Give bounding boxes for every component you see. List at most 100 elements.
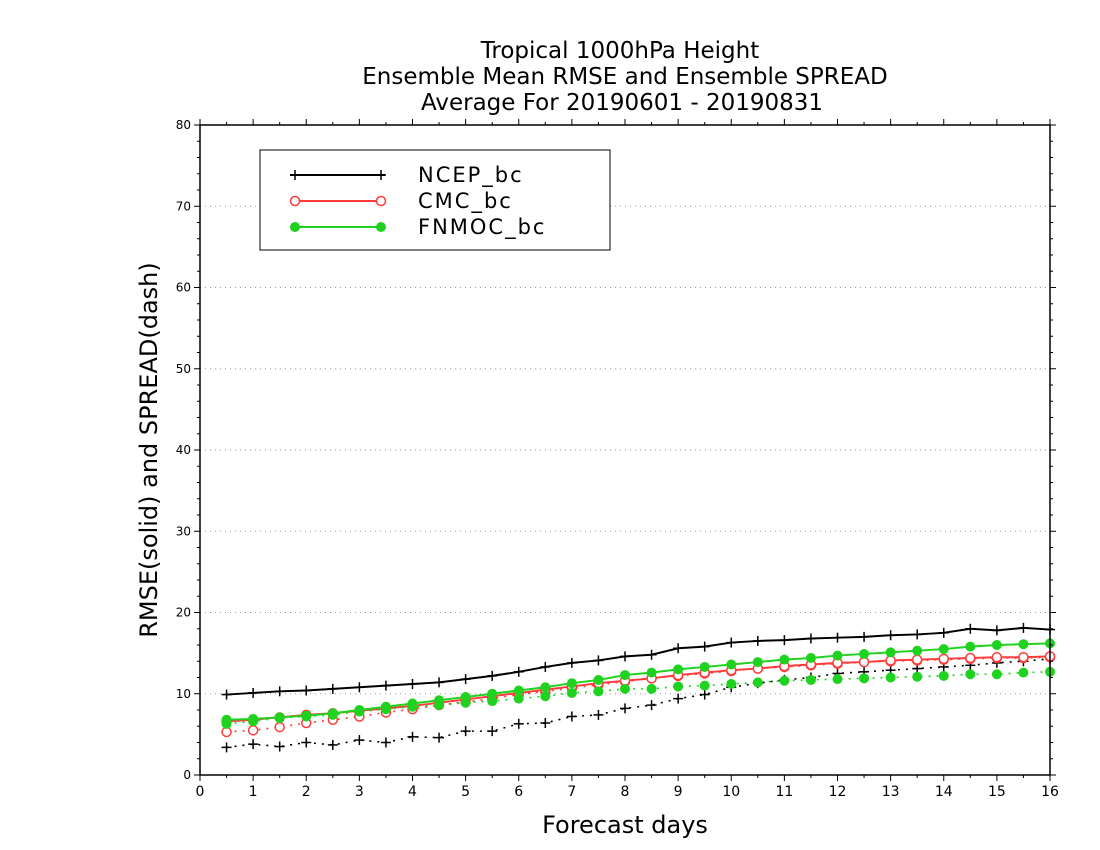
FNMOC_bc-rmse-point [779, 654, 790, 665]
y-tick-label: 40 [176, 443, 191, 457]
NCEP_bc-rmse-point [885, 630, 896, 641]
FNMOC_bc-spread-point [965, 669, 976, 680]
FNMOC_bc-spread-point [805, 674, 816, 685]
FNMOC_bc-rmse-point [248, 713, 259, 724]
NCEP_bc-rmse-point [327, 683, 338, 694]
NCEP_bc-rmse-line [226, 626, 1051, 696]
x-tick-label: 11 [775, 784, 793, 800]
FNMOC_bc-spread-point [566, 687, 577, 698]
x-tick-label: 6 [514, 784, 523, 800]
FNMOC_bc-spread-point [859, 673, 870, 684]
NCEP_bc-rmse-point [487, 670, 498, 681]
NCEP_bc-rmse-point [434, 677, 445, 688]
FNMOC_bc-rmse-point [752, 657, 763, 668]
NCEP_bc-rmse-point [593, 655, 604, 666]
y-tick-label: 0 [183, 768, 191, 782]
NCEP_bc-spread-point [540, 718, 551, 728]
NCEP_bc-spread-point [673, 693, 684, 704]
series-layer [221, 622, 1056, 753]
FNMOC_bc-spread-point [912, 671, 923, 682]
x-axis-ticks: 0 1 2 3 4 5 6 7 8 9 10 11 12 13 14 15 16 [196, 119, 1059, 800]
FNMOC_bc-spread-point [779, 675, 790, 686]
y-tick-label: 70 [176, 199, 191, 213]
NCEP_bc-rmse-point [805, 633, 816, 644]
NCEP_bc-rmse-point [752, 635, 763, 646]
NCEP_bc-spread-point [487, 726, 498, 737]
NCEP_bc-spread-point [354, 735, 365, 746]
FNMOC_bc-rmse-point [407, 698, 418, 709]
NCEP_bc-rmse-point [832, 632, 843, 643]
FNMOC_bc-rmse-point [513, 685, 524, 696]
y-tick-label: 80 [176, 118, 191, 132]
FNMOC_bc-rmse-point [354, 705, 365, 715]
x-tick-label: 5 [461, 784, 470, 800]
x-tick-label: 3 [355, 784, 364, 800]
NCEP_bc-rmse-point [221, 689, 232, 700]
legend-marker [290, 222, 300, 232]
x-tick-label: 15 [988, 784, 1006, 800]
CMC_bc-spread-line [226, 656, 1051, 733]
NCEP_bc-rmse-point [248, 687, 259, 698]
FNMOC_bc-rmse-point [593, 674, 604, 685]
x-tick-label: 12 [829, 784, 847, 800]
x-axis-label: Forecast days [542, 811, 708, 839]
FNMOC_bc-rmse-point [885, 647, 896, 658]
FNMOC_bc-spread-point [885, 672, 896, 683]
NCEP_bc-rmse-point [566, 657, 577, 668]
NCEP_bc-spread-point [380, 737, 391, 748]
series-NCEP_bc [221, 622, 1055, 753]
series-FNMOC_bc [221, 638, 1055, 729]
FNMOC_bc-rmse-point [487, 688, 498, 699]
FNMOC_bc-spread-point [832, 674, 843, 685]
FNMOC_bc-spread-point [673, 681, 684, 692]
NCEP_bc-spread-point [274, 741, 285, 752]
NCEP_bc-rmse-point [912, 629, 923, 640]
FNMOC_bc-spread-point [593, 686, 604, 697]
FNMOC_bc-rmse-point [566, 678, 577, 689]
y-tick-label: 20 [176, 606, 191, 620]
FNMOC_bc-rmse-point [327, 708, 338, 719]
legend-marker [376, 222, 386, 232]
NCEP_bc-rmse-point [274, 686, 285, 697]
NCEP_bc-spread-line [226, 658, 1051, 749]
NCEP_bc-rmse-point [938, 627, 949, 638]
FNMOC_bc-spread-point [752, 677, 763, 688]
FNMOC_bc-rmse-point [726, 659, 737, 670]
x-tick-label: 16 [1041, 784, 1059, 800]
legend-label: FNMOC_bc [418, 215, 546, 240]
grid-lines [200, 205, 1050, 695]
title-line-3: Average For 20190601 - 20190831 [421, 90, 823, 116]
chart-title: Tropical 1000hPa Height Ensemble Mean RM… [362, 38, 887, 116]
NCEP_bc-spread-point [327, 739, 338, 750]
CMC_bc-rmse-point [938, 653, 949, 665]
FNMOC_bc-rmse-point [646, 667, 657, 678]
legend-marker [375, 195, 387, 207]
NCEP_bc-rmse-point [673, 643, 684, 654]
NCEP_bc-spread-point [460, 726, 471, 737]
NCEP_bc-rmse-point [460, 674, 471, 685]
FNMOC_bc-spread-point [699, 680, 710, 691]
x-tick-label: 0 [196, 784, 205, 800]
x-tick-label: 2 [302, 784, 311, 800]
NCEP_bc-rmse-point [513, 666, 524, 677]
NCEP_bc-spread-point [301, 737, 312, 748]
NCEP_bc-spread-point [593, 709, 604, 720]
y-axis-ticks: 0 10 20 30 40 50 60 70 80 [176, 118, 1056, 782]
x-tick-label: 4 [408, 784, 417, 800]
FNMOC_bc-spread-point [620, 683, 630, 694]
x-tick-label: 7 [567, 784, 576, 800]
FNMOC_bc-spread-point [938, 670, 949, 681]
y-tick-label: 10 [176, 687, 191, 701]
NCEP_bc-rmse-point [726, 637, 737, 648]
x-tick-label: 8 [621, 784, 630, 800]
FNMOC_bc-rmse-point [832, 650, 843, 661]
x-tick-label: 1 [249, 784, 258, 800]
x-tick-label: 14 [935, 784, 953, 800]
NCEP_bc-rmse-point [646, 649, 657, 660]
y-axis-label: RMSE(solid) and SPREAD(dash) [135, 262, 163, 638]
FNMOC_bc-rmse-point [540, 682, 551, 693]
FNMOC_bc-rmse-point [274, 712, 285, 723]
FNMOC_bc-rmse-point [965, 641, 976, 652]
NCEP_bc-rmse-point [965, 623, 976, 634]
